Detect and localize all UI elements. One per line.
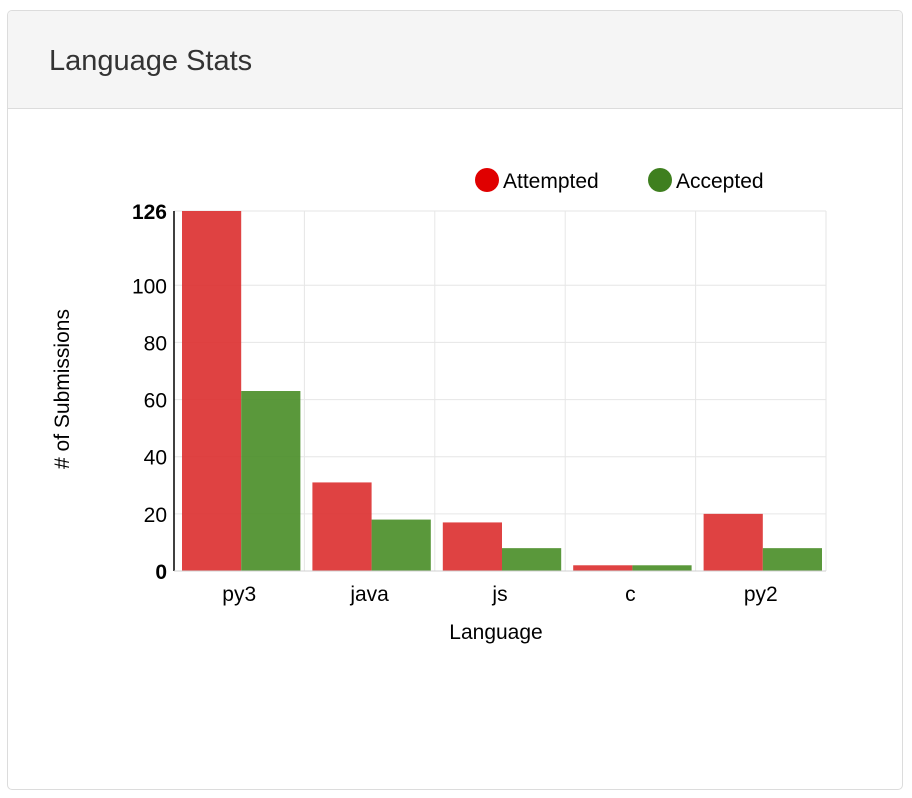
bar-accepted-py2[interactable] [762, 548, 822, 571]
y-tick-label: 0 [155, 561, 167, 584]
legend[interactable]: Attempted Accepted [475, 168, 764, 193]
x-tick-label: js [491, 583, 507, 606]
legend-marker-accepted[interactable] [648, 168, 672, 192]
y-tick-label: 80 [144, 332, 167, 355]
bar-attempted-java[interactable] [312, 482, 372, 571]
bar-accepted-py3[interactable] [241, 391, 301, 571]
bars [182, 211, 822, 571]
bar-attempted-c[interactable] [573, 565, 633, 571]
y-tick-label: 100 [132, 275, 167, 298]
x-axis-label: Language [449, 621, 542, 644]
legend-marker-attempted[interactable] [475, 168, 499, 192]
y-tick-label: 20 [144, 504, 167, 527]
x-tick-label: java [349, 583, 389, 606]
y-axis-label: # of Submissions [51, 309, 74, 469]
bar-accepted-c[interactable] [632, 565, 692, 571]
bar-attempted-js[interactable] [442, 522, 502, 571]
x-tick-label: py2 [744, 583, 778, 606]
language-stats-panel: Language Stats py3 java js c py2 0 20 40 60 80 100… [7, 10, 903, 790]
bar-attempted-py3[interactable] [182, 211, 242, 571]
bar-accepted-js[interactable] [502, 548, 562, 571]
bar-accepted-java[interactable] [371, 519, 431, 571]
y-tick-label: 60 [144, 390, 167, 413]
panel-title: Language Stats [49, 45, 253, 77]
panel-heading: Language Stats [8, 11, 902, 109]
bar-attempted-py2[interactable] [703, 513, 763, 571]
x-tick-label: c [625, 583, 636, 606]
y-tick-label: 126 [132, 201, 167, 224]
panel-body: py3 java js c py2 0 20 40 60 80 100 126 Attempted Ac… [8, 109, 902, 789]
legend-label-accepted[interactable]: Accepted [676, 170, 764, 193]
legend-label-attempted[interactable]: Attempted [503, 170, 599, 193]
axes: py3 java js c py2 0 20 40 60 80 100 126 [132, 201, 826, 606]
y-tick-label: 40 [144, 447, 167, 470]
x-tick-label: py3 [222, 583, 256, 606]
language-bar-chart: py3 java js c py2 0 20 40 60 80 100 126 Attempted Ac… [51, 168, 827, 644]
